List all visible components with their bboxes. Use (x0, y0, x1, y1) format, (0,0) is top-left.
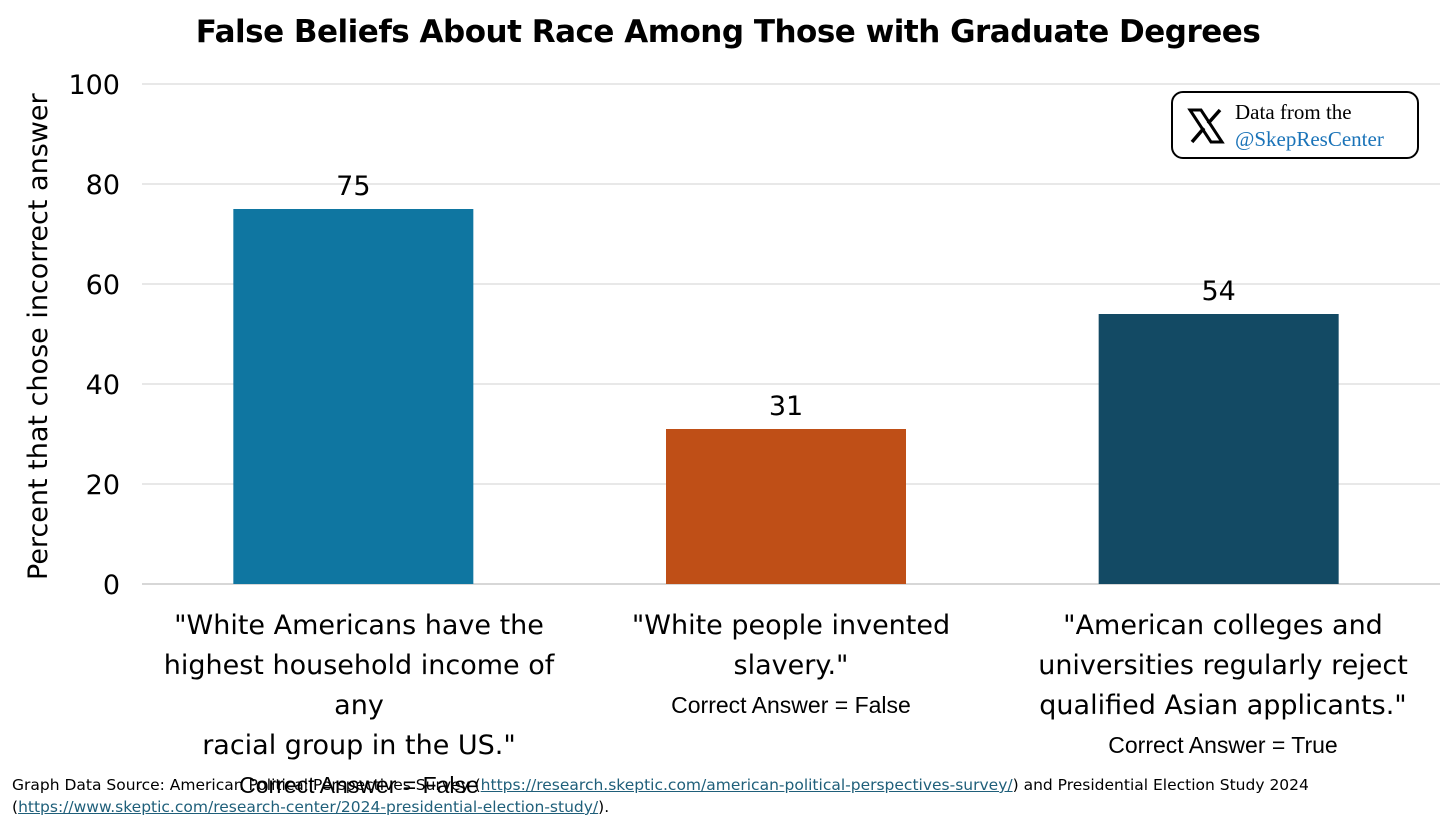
category-quote-line: qualified Asian applicants." (1039, 690, 1407, 721)
category-quote-line: "White people invented slavery." (631, 610, 951, 681)
x-logo-icon (1187, 108, 1225, 144)
source-suffix: ). (598, 798, 610, 816)
correct-answer-label: Correct Answer = False (239, 772, 479, 798)
y-tick-label: 20 (86, 470, 120, 501)
category-quote-line: universities regularly reject (1038, 650, 1408, 681)
source-prefix: Graph Data Source: American Political Pe… (12, 776, 481, 794)
badge-handle-link[interactable]: @SkepResCenter (1235, 127, 1384, 151)
correct-answer-label: Correct Answer = False (671, 692, 911, 718)
bar (666, 429, 906, 584)
bar (233, 209, 474, 584)
category-label-1: "White Americans have the highest househ… (139, 606, 579, 802)
source-paren: ( (12, 798, 19, 816)
y-tick-label: 100 (68, 70, 120, 101)
source-note: Graph Data Source: American Political Pe… (12, 774, 1432, 818)
y-tick-label: 0 (103, 570, 120, 601)
bar (1098, 314, 1339, 584)
source-link-election-study[interactable]: https://www.skeptic.com/research-center/… (18, 798, 599, 816)
y-tick-label: 80 (86, 170, 120, 201)
category-label-3: "American colleges and universities regu… (1003, 606, 1443, 762)
y-tick-label: 40 (86, 370, 120, 401)
correct-answer-label: Correct Answer = True (1108, 732, 1338, 758)
data-source-badge[interactable]: Data from the @SkepResCenter (1171, 91, 1419, 159)
category-quote-line: "White Americans have the (174, 610, 544, 641)
chart-title: False Beliefs About Race Among Those wit… (195, 14, 1261, 50)
data-label: 54 (1201, 276, 1235, 307)
badge-caption: Data from the (1235, 100, 1352, 124)
data-label: 31 (769, 391, 803, 422)
category-quote-line: racial group in the US." (202, 730, 516, 761)
category-quote-line: highest household income of any (163, 650, 555, 721)
category-label-2: "White people invented slavery." Correct… (571, 606, 1011, 722)
source-link-survey[interactable]: https://research.skeptic.com/american-po… (480, 776, 1013, 794)
category-quote-line: "American colleges and (1063, 610, 1383, 641)
source-middle: ) and Presidential Election Study 2024 (1012, 776, 1309, 794)
data-label: 75 (336, 171, 370, 202)
y-tick-label: 60 (86, 270, 120, 301)
